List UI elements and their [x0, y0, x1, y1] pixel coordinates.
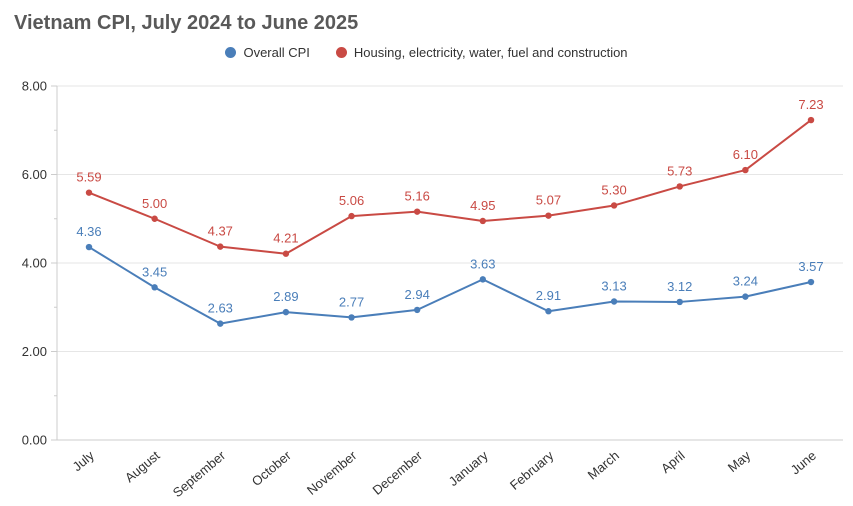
svg-text:4.21: 4.21 — [273, 231, 298, 246]
svg-text:4.37: 4.37 — [208, 224, 233, 239]
svg-text:2.91: 2.91 — [536, 288, 561, 303]
legend-dot-housing-icon — [335, 46, 347, 58]
svg-text:5.59: 5.59 — [76, 170, 101, 185]
legend-item-housing: Housing, electricity, water, fuel and co… — [335, 44, 628, 60]
svg-text:June: June — [788, 448, 819, 478]
legend-item-overall-cpi: Overall CPI — [225, 44, 310, 60]
svg-text:3.57: 3.57 — [798, 259, 823, 274]
svg-text:5.06: 5.06 — [339, 193, 364, 208]
svg-text:5.16: 5.16 — [405, 189, 430, 204]
svg-text:May: May — [725, 447, 754, 475]
svg-text:2.94: 2.94 — [405, 287, 430, 302]
svg-text:October: October — [249, 447, 295, 489]
legend: Overall CPI Housing, electricity, water,… — [0, 38, 853, 66]
svg-text:January: January — [446, 447, 491, 489]
svg-text:6.00: 6.00 — [22, 167, 47, 182]
svg-text:3.63: 3.63 — [470, 256, 495, 271]
chart-title: Vietnam CPI, July 2024 to June 2025 — [14, 12, 359, 34]
svg-text:July: July — [70, 447, 98, 474]
svg-text:August: August — [122, 448, 163, 486]
svg-text:2.77: 2.77 — [339, 294, 364, 309]
svg-text:September: September — [170, 447, 229, 500]
svg-text:5.07: 5.07 — [536, 193, 561, 208]
svg-text:4.95: 4.95 — [470, 198, 495, 213]
svg-text:8.00: 8.00 — [22, 79, 47, 94]
svg-text:April: April — [658, 448, 688, 476]
legend-dot-overall-cpi-icon — [225, 46, 237, 58]
legend-label-overall-cpi: Overall CPI — [243, 44, 310, 60]
svg-text:5.73: 5.73 — [667, 163, 692, 178]
legend-label-housing: Housing, electricity, water, fuel and co… — [353, 44, 628, 60]
svg-text:4.00: 4.00 — [22, 256, 47, 271]
svg-text:2.89: 2.89 — [273, 289, 298, 304]
svg-text:5.30: 5.30 — [601, 182, 626, 197]
svg-text:7.23: 7.23 — [798, 97, 823, 112]
svg-text:2.00: 2.00 — [22, 344, 47, 359]
svg-text:3.13: 3.13 — [601, 278, 626, 293]
svg-text:November: November — [304, 447, 360, 497]
svg-text:December: December — [370, 447, 426, 497]
svg-text:4.36: 4.36 — [76, 224, 101, 239]
svg-text:6.10: 6.10 — [733, 147, 758, 162]
svg-text:February: February — [507, 447, 557, 492]
svg-text:3.45: 3.45 — [142, 264, 167, 279]
line-chart[interactable]: 0.00 2.00 4.00 6.00 8.00 July August September O… — [0, 66, 853, 506]
svg-text:3.24: 3.24 — [733, 274, 758, 289]
svg-text:5.00: 5.00 — [142, 196, 167, 211]
svg-text:0.00: 0.00 — [22, 433, 47, 448]
svg-text:March: March — [585, 448, 622, 483]
svg-text:2.63: 2.63 — [208, 301, 233, 316]
svg-text:3.12: 3.12 — [667, 279, 692, 294]
